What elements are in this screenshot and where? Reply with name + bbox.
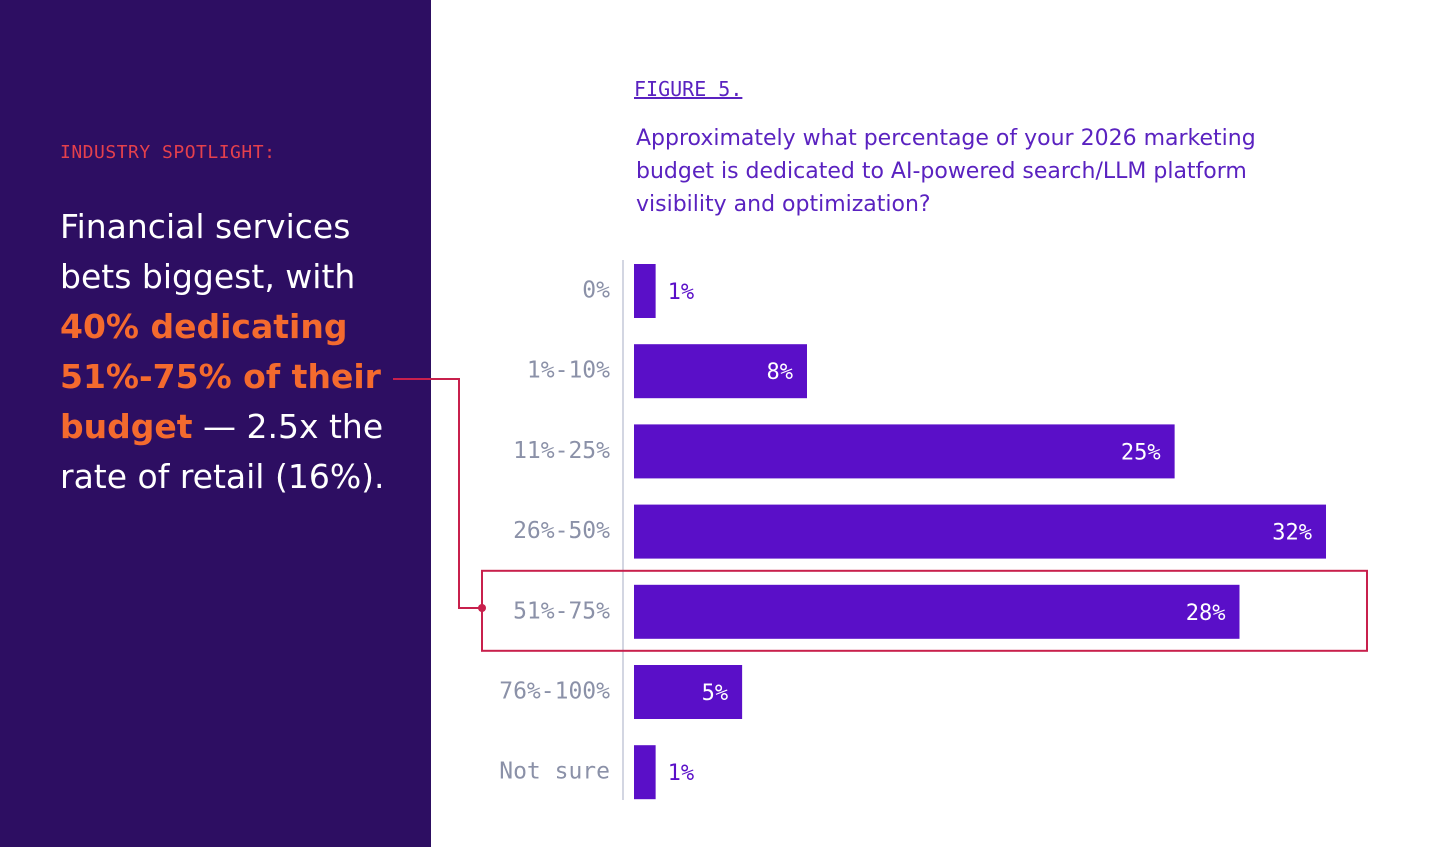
bar bbox=[634, 745, 656, 800]
text: Financial services bets biggest, with bbox=[60, 207, 356, 296]
figure-label: FIGURE 5. bbox=[634, 77, 743, 101]
category-label: 26%-50% bbox=[513, 518, 610, 544]
value-label: 32% bbox=[1272, 521, 1312, 546]
value-label: 1% bbox=[668, 280, 695, 305]
spotlight-label: INDUSTRY SPOTLIGHT: bbox=[60, 142, 276, 163]
category-label: 0% bbox=[582, 278, 610, 304]
bar bbox=[634, 264, 656, 318]
chart-title: Approximately what percentage of your 20… bbox=[636, 126, 1256, 217]
value-label: 1% bbox=[668, 761, 695, 786]
spotlight-text: Financial services bets biggest, with 40… bbox=[60, 202, 405, 502]
category-label: 11%-25% bbox=[513, 438, 610, 464]
text: — 2.5x the rate of retail (16%). bbox=[60, 407, 385, 496]
bar bbox=[634, 344, 807, 399]
value-label: 28% bbox=[1186, 601, 1226, 626]
spotlight-panel bbox=[0, 0, 431, 847]
bar bbox=[634, 584, 1240, 639]
category-label: Not sure bbox=[499, 759, 610, 785]
value-label: 25% bbox=[1121, 440, 1161, 465]
bar bbox=[634, 504, 1326, 559]
bar bbox=[634, 665, 743, 719]
bar bbox=[634, 424, 1175, 479]
connector bbox=[393, 378, 482, 609]
category-label: 1%-10% bbox=[527, 358, 610, 384]
category-label: 51%-75% bbox=[513, 598, 610, 624]
category-label: 76%-100% bbox=[499, 679, 610, 705]
value-label: 5% bbox=[702, 681, 729, 706]
value-label: 8% bbox=[767, 360, 794, 385]
highlight-box bbox=[481, 569, 1368, 652]
highlight-text: 40% dedicating 51%-75% of their budget bbox=[60, 307, 381, 446]
